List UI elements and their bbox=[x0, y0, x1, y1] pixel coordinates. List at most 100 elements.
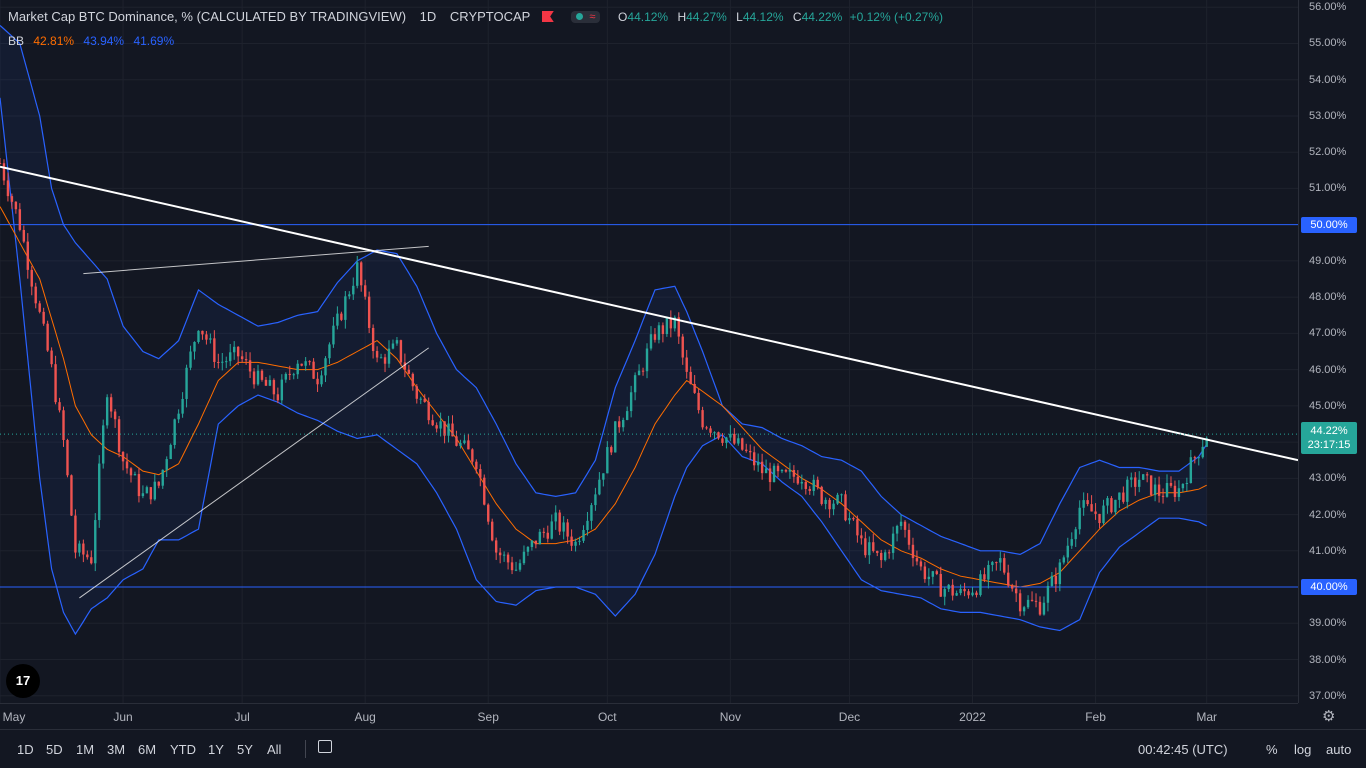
candle-body bbox=[653, 334, 657, 340]
candle-body bbox=[590, 505, 593, 521]
range-5d[interactable]: 5D bbox=[46, 742, 63, 757]
candle-body bbox=[574, 541, 577, 546]
candle-body bbox=[1185, 482, 1189, 484]
time-scale[interactable]: May Jun Jul Aug Sep Oct Nov Dec 2022 Feb Mar bbox=[0, 703, 1298, 730]
candle-body bbox=[963, 588, 966, 592]
bottom-toolbar: 1D 5D 1M 3M 6M YTD 1Y 5Y All 00:42:45 (U… bbox=[0, 729, 1366, 768]
candle-body bbox=[336, 313, 339, 326]
range-all[interactable]: All bbox=[267, 742, 282, 757]
range-1m[interactable]: 1M bbox=[76, 742, 95, 757]
candle-body bbox=[995, 562, 998, 564]
candle-body bbox=[102, 425, 105, 464]
candle-body bbox=[1161, 495, 1165, 497]
candle-body bbox=[185, 367, 188, 399]
price-tick-label: 53.00% bbox=[1309, 109, 1347, 122]
chart-pane[interactable]: Market Cap BTC Dominance, % (CALCULATED … bbox=[0, 0, 1298, 703]
auto-toggle[interactable]: auto bbox=[1326, 742, 1352, 757]
price-tick-label: 37.00% bbox=[1309, 689, 1347, 702]
candle-body bbox=[395, 340, 399, 344]
market-status-pill[interactable]: ≈ bbox=[571, 11, 601, 23]
candle-body bbox=[483, 477, 486, 505]
candle-body bbox=[1003, 558, 1006, 573]
candle-body bbox=[121, 451, 125, 462]
candle-body bbox=[693, 384, 696, 393]
candle-body bbox=[546, 532, 549, 539]
candle-body bbox=[1205, 438, 1208, 447]
candle-body bbox=[677, 317, 680, 337]
candle-body bbox=[236, 346, 240, 357]
candle-body bbox=[379, 357, 383, 359]
candle-body bbox=[463, 440, 466, 444]
range-ytd[interactable]: YTD bbox=[170, 742, 196, 757]
candle-body bbox=[860, 535, 863, 539]
tradingview-logo[interactable]: 17 bbox=[6, 664, 40, 698]
candle-body bbox=[844, 494, 847, 521]
gear-icon[interactable]: ⚙ bbox=[1322, 708, 1336, 725]
candle-body bbox=[1090, 504, 1093, 512]
log-toggle[interactable]: log bbox=[1294, 742, 1312, 757]
candle-body bbox=[467, 440, 470, 450]
time-tick-label: May bbox=[2, 710, 26, 724]
candle-body bbox=[209, 338, 212, 340]
bb-upper-value: 43.94% bbox=[83, 34, 125, 48]
candle-body bbox=[872, 542, 875, 551]
candle-body bbox=[1173, 485, 1177, 497]
candle-body bbox=[308, 361, 311, 363]
candle-body bbox=[46, 323, 49, 351]
candle-body bbox=[514, 569, 518, 571]
candle-body bbox=[360, 262, 363, 286]
range-3m[interactable]: 3M bbox=[107, 742, 126, 757]
bb-name: BB bbox=[8, 34, 25, 48]
candle-body bbox=[1201, 446, 1204, 458]
exchange-label: CRYPTOCAP bbox=[449, 9, 531, 24]
candle-body bbox=[117, 419, 121, 452]
candle-body bbox=[14, 201, 18, 210]
candle-body bbox=[66, 440, 69, 476]
candle-body bbox=[129, 468, 133, 476]
candle-body bbox=[717, 432, 720, 439]
candle-body bbox=[455, 436, 458, 446]
range-5y[interactable]: 5Y bbox=[237, 742, 253, 757]
percent-toggle[interactable]: % bbox=[1266, 742, 1278, 757]
candle-body bbox=[764, 468, 768, 474]
range-1d[interactable]: 1D bbox=[17, 742, 34, 757]
candle-body bbox=[510, 562, 514, 571]
candle-body bbox=[475, 461, 478, 470]
range-1y[interactable]: 1Y bbox=[208, 742, 224, 757]
candle-body bbox=[193, 341, 196, 352]
candle-body bbox=[1189, 457, 1193, 483]
candle-body bbox=[594, 494, 597, 506]
candle-body bbox=[125, 461, 129, 469]
candle-body bbox=[530, 540, 534, 547]
candle-body bbox=[987, 564, 990, 580]
candle-body bbox=[832, 503, 835, 510]
time-tick-label: Aug bbox=[354, 710, 376, 724]
candle-body bbox=[947, 584, 950, 590]
candle-body bbox=[371, 327, 375, 352]
price-tick-label: 49.00% bbox=[1309, 254, 1347, 267]
candle-body bbox=[98, 463, 101, 521]
time-tick-label: Sep bbox=[477, 710, 499, 724]
bb-indicator-legend[interactable]: BB 42.81% 43.94% 41.69% bbox=[8, 34, 174, 48]
price-chart[interactable] bbox=[0, 0, 1298, 703]
range-6m[interactable]: 6M bbox=[138, 742, 157, 757]
candle-body bbox=[1018, 593, 1022, 612]
goto-date-icon[interactable] bbox=[318, 740, 332, 753]
candle-body bbox=[10, 196, 14, 202]
candle-body bbox=[883, 552, 887, 561]
candle-body bbox=[550, 521, 553, 539]
utc-clock[interactable]: 00:42:45 (UTC) bbox=[1138, 742, 1228, 757]
price-scale[interactable]: 56.00% 55.00% 54.00% 53.00% 52.00% 51.00% 50.0… bbox=[1298, 0, 1366, 703]
last-price-value: 44.22% bbox=[1310, 425, 1348, 437]
candle-body bbox=[1011, 585, 1014, 589]
interval-label[interactable]: 1D bbox=[419, 9, 437, 24]
candle-body bbox=[772, 465, 776, 483]
flag-icon[interactable] bbox=[541, 11, 554, 22]
candle-body bbox=[1062, 557, 1066, 563]
candle-body bbox=[657, 325, 661, 340]
time-tick-label: Jul bbox=[234, 710, 250, 724]
candle-body bbox=[320, 375, 323, 385]
symbol-title[interactable]: Market Cap BTC Dominance, % (CALCULATED … bbox=[8, 9, 407, 24]
candle-body bbox=[518, 563, 522, 570]
candle-body bbox=[173, 419, 176, 445]
